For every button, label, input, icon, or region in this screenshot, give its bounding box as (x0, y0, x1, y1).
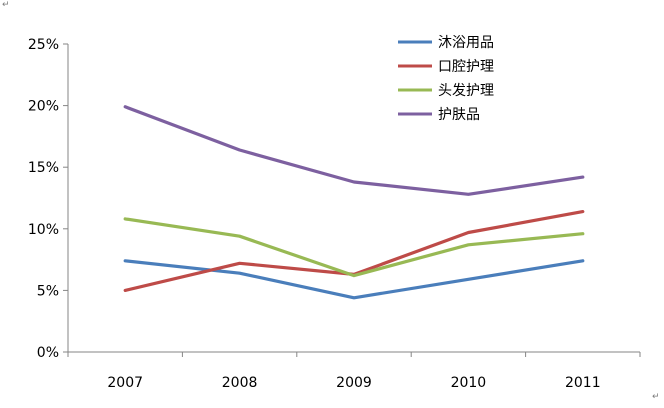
data-point (467, 193, 470, 196)
data-point (352, 180, 356, 184)
data-point (467, 243, 470, 247)
data-point (124, 217, 127, 221)
legend-label-1: 沐浴用品 (438, 35, 494, 51)
legend-label-3: 头发护理 (438, 83, 494, 99)
data-point (581, 232, 584, 235)
y-tick-label: 15% (28, 160, 59, 176)
series-line-2 (123, 210, 585, 292)
x-tick-label: 2009 (336, 375, 372, 391)
x-tick-label: 2008 (222, 375, 258, 391)
y-tick-label: 10% (28, 222, 59, 238)
data-point (238, 271, 241, 275)
x-tick-label: 2011 (565, 375, 601, 391)
series-lines (123, 105, 585, 300)
y-tick-label: 0% (37, 345, 59, 361)
y-tick-label: 25% (28, 37, 59, 53)
data-point (124, 289, 127, 292)
paragraph-mark-top: ↵ (2, 0, 10, 10)
legend-label-2: 口腔护理 (438, 59, 494, 75)
y-tick-label: 20% (28, 99, 59, 115)
data-point (124, 105, 127, 109)
series-line-1 (123, 259, 585, 300)
paragraph-mark-bottom: ↵ (652, 392, 660, 402)
data-point (581, 210, 584, 213)
data-point (238, 234, 241, 238)
data-point (124, 259, 127, 263)
data-point (581, 259, 584, 263)
data-point (238, 148, 241, 152)
x-tick-label: 2010 (451, 375, 487, 391)
x-tick-label: 2007 (107, 375, 143, 391)
legend-label-4: 护肤品 (438, 107, 480, 123)
data-point (467, 278, 470, 281)
data-point (352, 274, 356, 277)
axes: 0% 5% 10% 15% 20% 25% 2007 2008 2009 2010 2011 (28, 37, 641, 391)
data-point (581, 175, 584, 179)
data-point (238, 262, 241, 265)
data-point (467, 231, 470, 234)
y-tick-label: 5% (37, 283, 59, 299)
data-point (352, 296, 356, 299)
